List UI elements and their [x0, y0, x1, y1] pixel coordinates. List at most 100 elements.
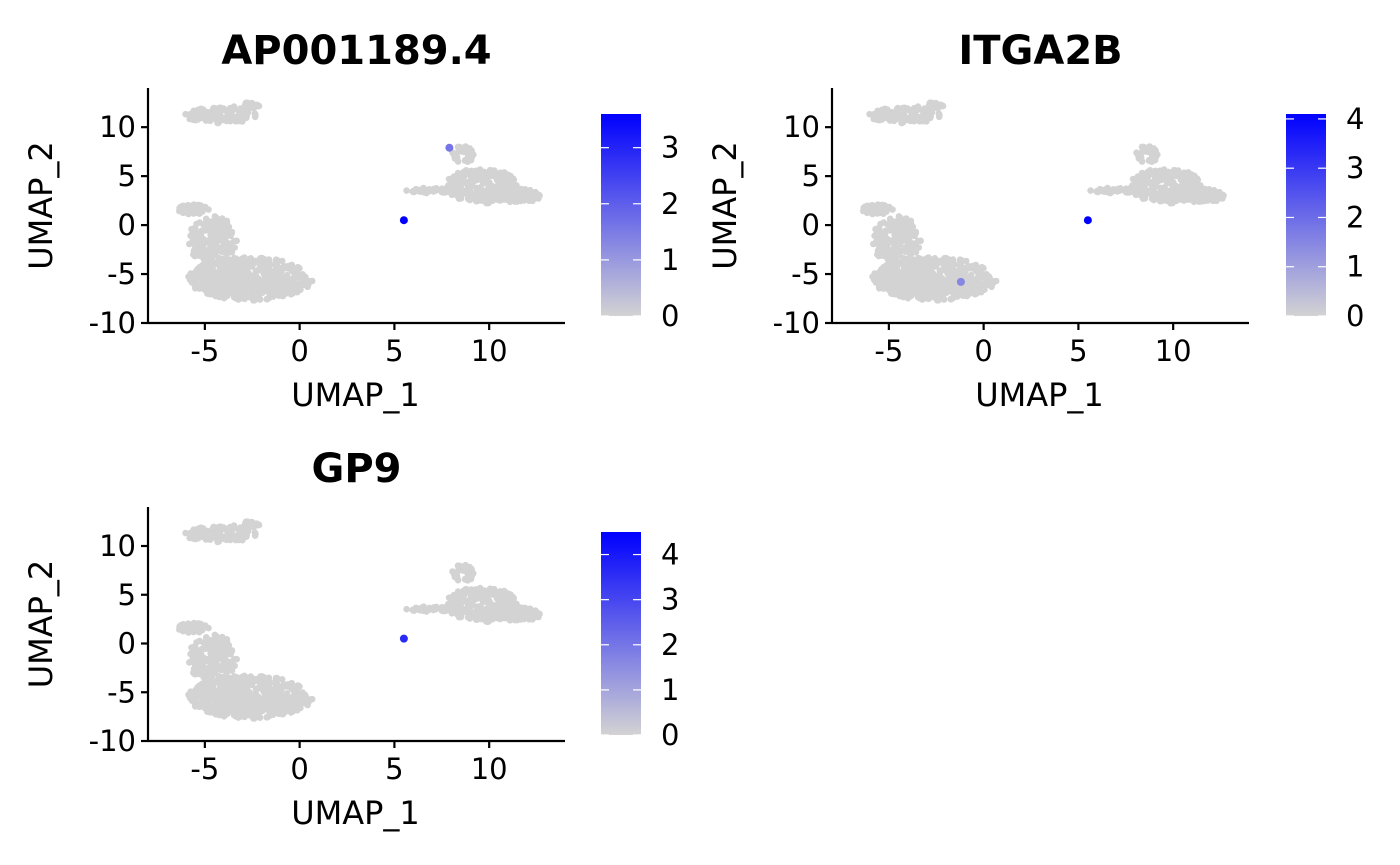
cell-point	[1148, 181, 1156, 189]
y-axis-label: UMAP_2	[22, 141, 60, 270]
cell-point	[873, 239, 880, 247]
cell-point	[277, 699, 285, 706]
cell-point	[461, 575, 469, 583]
cell-point	[264, 676, 271, 684]
cell-point	[885, 203, 893, 211]
cell-point	[483, 187, 490, 194]
cell-point	[425, 606, 432, 613]
cell-point	[239, 674, 247, 682]
colorbar-tick-label: 1	[1346, 250, 1364, 284]
cell-point	[1209, 189, 1216, 197]
cell-point	[213, 116, 220, 124]
cell-point	[292, 286, 299, 294]
cell-point	[191, 231, 199, 238]
cell-point	[263, 285, 271, 293]
cell-point	[907, 217, 915, 225]
cell-point	[301, 691, 309, 699]
cell-point	[278, 257, 286, 265]
x-tick-label: -5	[190, 334, 219, 368]
cell-point	[464, 181, 472, 189]
cell-point	[880, 282, 887, 289]
cell-point	[886, 227, 893, 234]
cell-point	[269, 293, 277, 300]
cell-point	[255, 276, 262, 283]
cell-point	[875, 277, 883, 285]
cell-point	[217, 236, 225, 243]
cell-point	[517, 604, 525, 611]
cell-point	[248, 263, 256, 270]
cell-point	[914, 237, 922, 245]
x-tick-label: 0	[290, 752, 308, 786]
colorbar-tick-label: 3	[1346, 151, 1364, 185]
cell-point	[243, 696, 250, 703]
cell-point	[932, 101, 940, 109]
cell-point	[206, 274, 213, 281]
cell-point	[947, 285, 955, 293]
plot-title: GP9	[312, 446, 402, 492]
cell-point	[251, 297, 258, 304]
y-tick-label: -10	[89, 306, 136, 340]
x-tick-label: -5	[874, 334, 903, 368]
cell-point	[248, 101, 256, 109]
cell-point	[927, 278, 934, 285]
cell-point	[273, 674, 281, 682]
cell-point	[1152, 153, 1160, 161]
cell-point	[935, 297, 942, 304]
cell-point	[200, 525, 207, 532]
cell-point	[202, 221, 209, 229]
cell-point	[463, 566, 470, 574]
cell-point	[479, 597, 487, 604]
cell-point	[923, 256, 931, 264]
cell-point	[202, 645, 209, 653]
cell-point	[208, 218, 216, 225]
cell-point	[283, 706, 290, 714]
cell-point	[962, 257, 970, 265]
cell-point	[196, 210, 203, 217]
cell-point	[897, 116, 904, 124]
cell-point	[206, 672, 213, 680]
cell-point	[219, 640, 226, 647]
cell-point	[473, 586, 480, 593]
cell-point	[206, 254, 213, 261]
cell-point	[228, 648, 235, 655]
cell-point	[461, 156, 469, 164]
cell-point	[536, 192, 543, 199]
cell-point	[196, 647, 204, 654]
cell-point	[410, 607, 418, 614]
cell-point	[890, 274, 897, 281]
cell-point	[1198, 198, 1205, 205]
cell-point	[259, 279, 267, 287]
cell-point	[224, 527, 232, 535]
cell-point	[860, 207, 867, 215]
cell-point	[262, 274, 269, 281]
cell-point	[270, 284, 278, 292]
cell-point	[272, 681, 280, 688]
cell-point	[207, 655, 214, 662]
cell-point	[900, 275, 908, 283]
x-tick-label: 5	[1069, 334, 1087, 368]
feature-plot-2: ITGA2B -5 0 5 10 10 5 0 -5 -10 UMAP_1 UMAP_2 0 1 2 3 4	[706, 28, 1364, 414]
cell-point	[237, 693, 244, 700]
cell-point	[932, 263, 940, 270]
x-tick-label: 10	[471, 334, 508, 368]
cell-point	[188, 112, 195, 119]
cell-point	[1182, 177, 1189, 184]
cell-point	[915, 244, 922, 251]
cell-point	[1109, 187, 1116, 195]
cell-point	[224, 249, 231, 256]
background-points	[176, 518, 543, 722]
cell-point	[895, 282, 902, 289]
cell-point	[490, 172, 497, 179]
cell-point	[875, 225, 883, 232]
cell-point	[1160, 187, 1167, 195]
cell-point	[495, 170, 502, 178]
cell-point	[464, 600, 472, 607]
cell-point	[935, 113, 943, 121]
cell-point	[300, 280, 308, 288]
cell-point	[907, 117, 914, 125]
cell-point	[207, 645, 215, 652]
cell-point	[240, 534, 248, 541]
cell-point	[924, 115, 932, 122]
cell-point	[230, 237, 238, 245]
x-tick-label: 0	[290, 334, 308, 368]
